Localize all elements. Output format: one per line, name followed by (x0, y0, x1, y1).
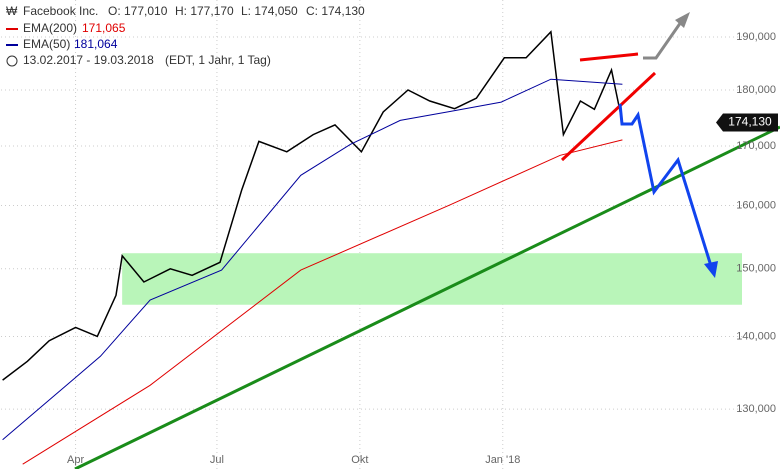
up-arrowhead (675, 12, 690, 28)
chart-title: Facebook Inc. (23, 4, 98, 18)
ohlc-label: L: 174,050 (241, 4, 298, 18)
series-line (2, 30, 624, 381)
ohlc-label: C: 174,130 (306, 4, 365, 18)
ohlc-label: O: 177,010 (108, 4, 168, 18)
ohlc-label: H: 177,170 (175, 4, 234, 18)
icon: ₩ (6, 4, 18, 18)
clock-icon (6, 55, 18, 67)
legend-value: 171,065 (82, 21, 126, 35)
y-tick-label: 140,000 (736, 330, 776, 342)
y-tick-label: 150,000 (736, 263, 776, 275)
last-price-label: 174,130 (728, 115, 772, 129)
last-price-tag: 174,130 (716, 113, 778, 132)
legend-label: EMA(50) (23, 37, 70, 51)
x-tick-label: Jan '18 (485, 454, 520, 466)
trend-line (74, 125, 780, 469)
series-line (2, 78, 623, 441)
legend-label: EMA(200) (23, 21, 77, 35)
support-line (560, 71, 657, 162)
resistance-line (579, 52, 639, 62)
up-arrow (643, 21, 683, 60)
y-tick-label: 170,000 (736, 140, 776, 152)
down-arrowhead (704, 261, 718, 278)
y-tick-label: 190,000 (736, 31, 776, 43)
y-tick-label: 180,000 (736, 84, 776, 96)
legend-value: 181,064 (74, 37, 118, 51)
grid (1, 0, 742, 469)
y-tick-label: 130,000 (736, 403, 776, 415)
date-range: 13.02.2017 - 19.03.2018 (23, 53, 154, 67)
x-tick-label: Apr (67, 454, 84, 466)
x-tick-label: Okt (351, 454, 368, 466)
header: ₩ Facebook Inc. O: 177,010 H: 177,170 L:… (6, 4, 365, 67)
date-note: (EDT, 1 Jahr, 1 Tag) (165, 53, 271, 67)
x-tick-label: Jul (210, 454, 224, 466)
tag-box (716, 113, 778, 132)
down-arrow (618, 103, 713, 267)
y-tick-label: 160,000 (736, 199, 776, 211)
